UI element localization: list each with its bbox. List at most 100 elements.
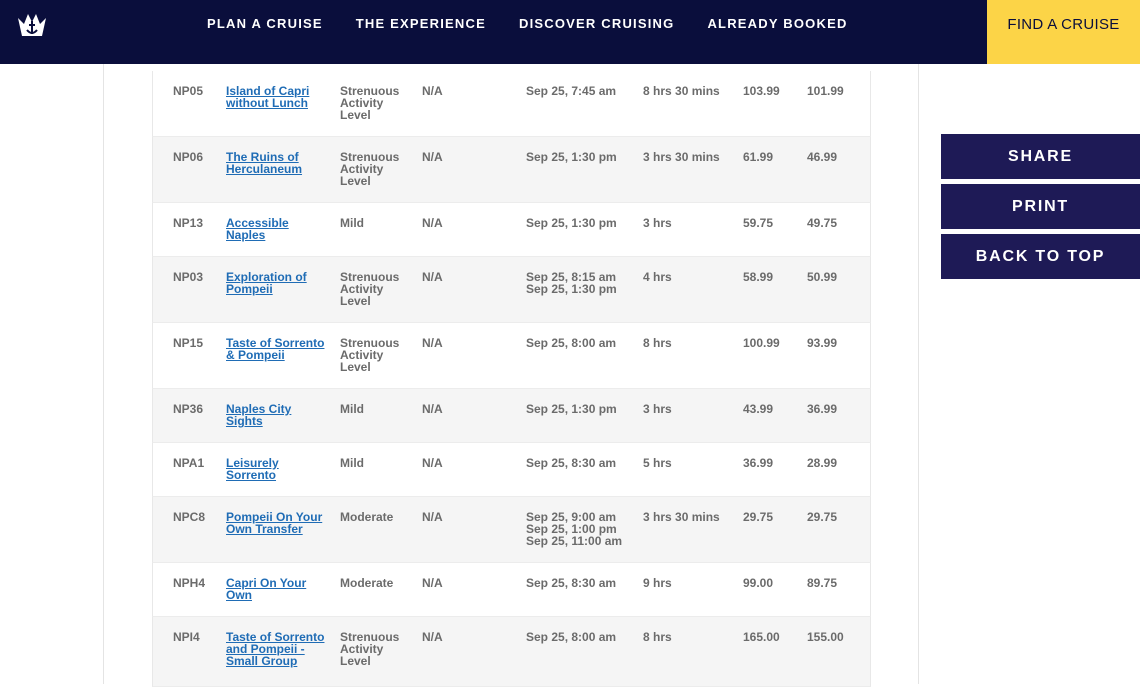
child-price: 101.99 (807, 84, 844, 98)
departure-times-line: Sep 25, 1:30 pm (526, 402, 617, 416)
language: N/A (422, 84, 443, 98)
activity-level: Mild (340, 402, 364, 416)
activity-level: Mild (340, 216, 364, 230)
adult-price: 61.99 (743, 150, 774, 164)
departure-times: Sep 25, 1:30 pm (526, 151, 636, 163)
language: N/A (422, 402, 443, 416)
child-price: 93.99 (807, 336, 838, 350)
excursion-code: NP05 (173, 84, 204, 98)
excursion-code: NPH4 (173, 576, 206, 590)
excursion-code: NP03 (173, 270, 204, 284)
departure-times: Sep 25, 8:00 am (526, 337, 636, 349)
excursion-name-link[interactable]: Island of Capri without Lunch (226, 84, 310, 110)
departure-times-line: Sep 25, 8:30 am (526, 456, 617, 470)
duration: 5 hrs (643, 456, 672, 470)
departure-times: Sep 25, 9:00 am Sep 25, 1:00 pm Sep 25, 11… (526, 511, 636, 547)
departure-times-line: Sep 25, 1:30 pm (526, 216, 617, 230)
share-button[interactable]: SHARE (941, 134, 1140, 179)
departure-times-line: Sep 25, 1:30 pm (526, 282, 617, 296)
excursion-code: NP36 (173, 402, 204, 416)
content-frame (103, 64, 919, 684)
departure-times: Sep 25, 7:45 am (526, 85, 636, 97)
adult-price: 43.99 (743, 402, 774, 416)
table-row: NPC8 Pompeii On Your Own Transfer Moderate… (152, 497, 871, 563)
excursion-name-link[interactable]: Pompeii On Your Own Transfer (226, 510, 323, 536)
table-row: NP03 Exploration of Pompeii Strenuous Acti… (152, 257, 871, 323)
duration: 3 hrs (643, 402, 672, 416)
activity-level: Strenuous Activity Level (340, 270, 400, 308)
language: N/A (422, 270, 443, 284)
table-row: NP13 Accessible Naples Mild N/A Sep 25, 1:30… (152, 203, 871, 257)
child-price: 46.99 (807, 150, 838, 164)
departure-times-line: Sep 25, 8:30 am (526, 576, 617, 590)
duration: 3 hrs (643, 216, 672, 230)
excursion-name-link[interactable]: Exploration of Pompeii (226, 270, 307, 296)
departure-times: Sep 25, 8:00 am (526, 631, 636, 643)
duration: 8 hrs (643, 630, 672, 644)
departure-times-line: Sep 25, 1:30 pm (526, 150, 617, 164)
excursion-name-link[interactable]: Taste of Sorrento and Pompeii - Small Gr… (226, 630, 325, 668)
activity-level: Strenuous Activity Level (340, 84, 400, 122)
adult-price: 36.99 (743, 456, 774, 470)
crown-anchor-logo-icon[interactable] (14, 6, 50, 42)
duration: 3 hrs 30 mins (643, 510, 720, 524)
adult-price: 58.99 (743, 270, 774, 284)
nav-the-experience[interactable]: THE EXPERIENCE (355, 16, 486, 31)
shore-excursions-table: NP05 Island of Capri without Lunch Strenuo… (152, 71, 871, 687)
departure-times-line: Sep 25, 8:00 am (526, 336, 617, 350)
print-button[interactable]: PRINT (941, 184, 1140, 229)
table-row: NP36 Naples City Sights Mild N/A Sep 25, 1:3… (152, 389, 871, 443)
back-to-top-button[interactable]: BACK TO TOP (941, 234, 1140, 279)
adult-price: 100.99 (743, 336, 780, 350)
excursion-name-link[interactable]: Accessible Naples (226, 216, 289, 242)
child-price: 155.00 (807, 630, 844, 644)
excursion-code: NP06 (173, 150, 204, 164)
excursion-code: NP13 (173, 216, 204, 230)
child-price: 29.75 (807, 510, 838, 524)
child-price: 50.99 (807, 270, 838, 284)
duration: 9 hrs (643, 576, 672, 590)
excursion-code: NPI4 (173, 630, 200, 644)
excursion-code: NPC8 (173, 510, 206, 524)
activity-level: Mild (340, 456, 364, 470)
departure-times: Sep 25, 1:30 pm (526, 217, 636, 229)
departure-times: Sep 25, 1:30 pm (526, 403, 636, 415)
child-price: 36.99 (807, 402, 838, 416)
child-price: 28.99 (807, 456, 838, 470)
adult-price: 59.75 (743, 216, 774, 230)
nav-already-booked[interactable]: ALREADY BOOKED (707, 16, 848, 31)
find-a-cruise-button[interactable]: FIND A CRUISE (987, 0, 1140, 64)
adult-price: 165.00 (743, 630, 780, 644)
table-row: NPA1 Leisurely Sorrento Mild N/A Sep 25, 8:3… (152, 443, 871, 497)
excursion-code: NPA1 (173, 456, 205, 470)
table-row: NP15 Taste of Sorrento & Pompeii Strenuous… (152, 323, 871, 389)
duration: 8 hrs 30 mins (643, 84, 720, 98)
nav-plan-a-cruise[interactable]: PLAN A CRUISE (207, 16, 323, 31)
language: N/A (422, 150, 443, 164)
excursion-name-link[interactable]: Taste of Sorrento & Pompeii (226, 336, 325, 362)
duration: 3 hrs 30 mins (643, 150, 720, 164)
departure-times-line: Sep 25, 8:15 am (526, 270, 617, 284)
departure-times-line: Sep 25, 7:45 am (526, 84, 617, 98)
excursion-name-link[interactable]: Leisurely Sorrento (226, 456, 279, 482)
language: N/A (422, 216, 443, 230)
excursion-code: NP15 (173, 336, 204, 350)
nav-discover-cruising[interactable]: DISCOVER CRUISING (518, 16, 675, 31)
table-row: NP06 The Ruins of Herculaneum Strenuous Ac… (152, 137, 871, 203)
departure-times: Sep 25, 8:30 am (526, 577, 636, 589)
activity-level: Strenuous Activity Level (340, 336, 400, 374)
child-price: 89.75 (807, 576, 838, 590)
departure-times-line: Sep 25, 8:00 am (526, 630, 617, 644)
adult-price: 29.75 (743, 510, 774, 524)
activity-level: Moderate (340, 576, 394, 590)
duration: 4 hrs (643, 270, 672, 284)
departure-times-line: Sep 25, 9:00 am (526, 510, 617, 524)
departure-times-line: Sep 25, 11:00 am (526, 534, 623, 548)
child-price: 49.75 (807, 216, 838, 230)
language: N/A (422, 510, 443, 524)
excursion-name-link[interactable]: Naples City Sights (226, 402, 292, 428)
duration: 8 hrs (643, 336, 672, 350)
excursion-name-link[interactable]: The Ruins of Herculaneum (226, 150, 303, 176)
table-row: NPI4 Taste of Sorrento and Pompeii - Smal… (152, 617, 871, 687)
excursion-name-link[interactable]: Capri On Your Own (226, 576, 307, 602)
